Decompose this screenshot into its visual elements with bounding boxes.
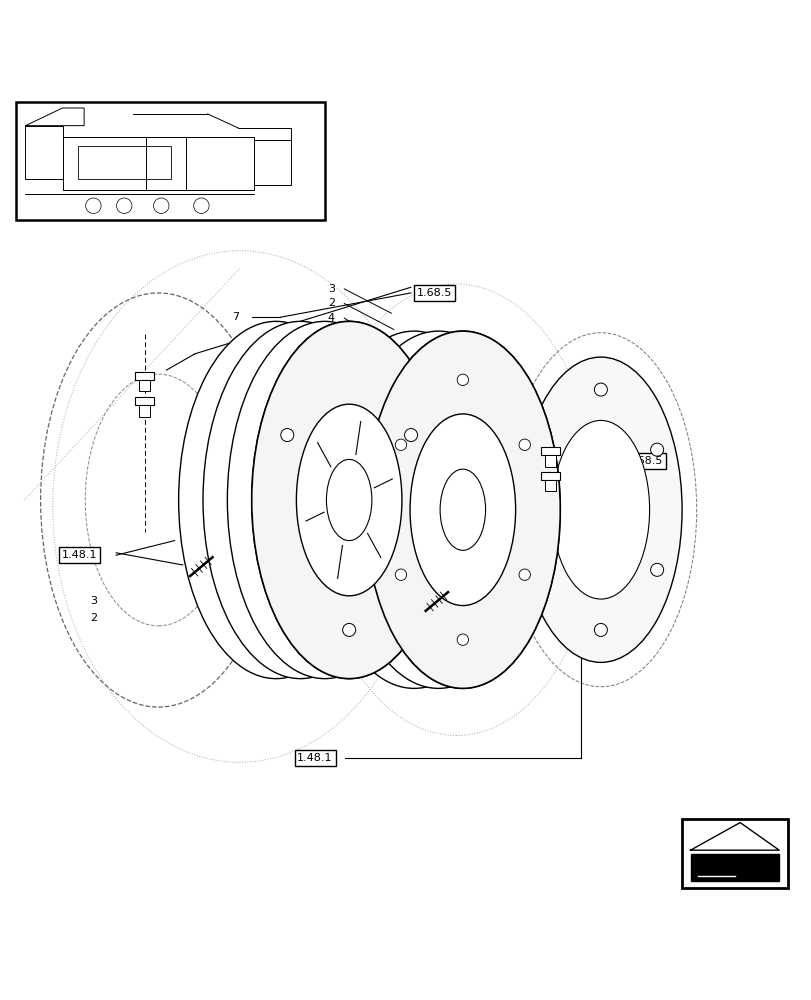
Ellipse shape [440,469,485,550]
Ellipse shape [365,331,560,688]
Text: 1.68.5: 1.68.5 [627,456,663,466]
Bar [139,380,150,391]
Circle shape [457,634,468,645]
Polygon shape [689,823,779,850]
Circle shape [518,569,530,580]
Circle shape [538,563,551,576]
Text: 5: 5 [328,328,334,338]
Bar [540,472,560,480]
Bar [62,137,254,190]
Bar [139,405,150,417]
Text: 1.48.1: 1.48.1 [297,753,333,763]
Circle shape [395,569,406,580]
Text: 2: 2 [90,613,97,623]
Text: 6: 6 [317,399,324,409]
Ellipse shape [251,321,446,679]
Text: 1: 1 [512,472,518,482]
Text: 2: 2 [328,298,334,308]
Circle shape [193,198,208,213]
Ellipse shape [341,331,535,688]
Ellipse shape [251,321,446,679]
Circle shape [342,623,355,636]
Circle shape [153,198,169,213]
Ellipse shape [365,331,560,688]
Ellipse shape [551,420,649,599]
Text: 7: 7 [232,312,238,322]
Bar [544,455,556,467]
Bar [540,447,560,455]
Ellipse shape [410,414,515,606]
Bar [135,372,154,380]
Text: 6: 6 [328,342,334,352]
Circle shape [116,198,131,213]
Text: 1.48.1: 1.48.1 [62,550,97,560]
Circle shape [518,439,530,450]
Ellipse shape [178,321,373,679]
Ellipse shape [316,331,511,688]
Ellipse shape [227,321,422,679]
Circle shape [457,374,468,386]
Bar [135,397,154,405]
Circle shape [594,623,607,636]
Ellipse shape [296,404,401,596]
Circle shape [594,383,607,396]
Text: 4: 4 [301,367,307,377]
Polygon shape [689,854,779,881]
Bar [25,126,62,179]
Circle shape [538,443,551,456]
Text: 7: 7 [512,487,518,497]
Ellipse shape [519,357,681,662]
Circle shape [281,429,294,442]
Text: 1.68.5: 1.68.5 [416,288,452,298]
Text: 5: 5 [309,383,315,393]
Ellipse shape [203,321,397,679]
Text: 1: 1 [279,349,285,359]
Bar [254,140,290,185]
Bar [544,480,556,491]
Text: 3: 3 [328,284,334,294]
Circle shape [650,443,663,456]
Circle shape [404,429,417,442]
Circle shape [86,198,101,213]
Text: 4: 4 [328,313,334,323]
Bar [681,819,787,888]
Circle shape [395,439,406,450]
Circle shape [650,563,663,576]
Ellipse shape [326,459,371,541]
Bar [78,146,170,179]
Text: 3: 3 [90,596,97,606]
Bar [16,102,324,220]
